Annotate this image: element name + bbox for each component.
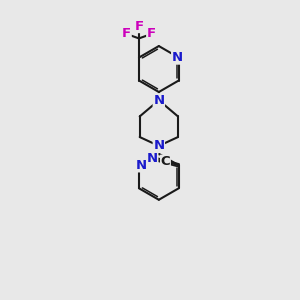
Text: N: N [153, 140, 164, 152]
Text: N: N [147, 152, 158, 165]
Text: F: F [134, 20, 143, 32]
Text: N: N [153, 94, 164, 107]
Text: C: C [160, 155, 170, 168]
Text: F: F [147, 28, 156, 40]
Text: N: N [172, 51, 183, 64]
Text: N: N [136, 159, 147, 172]
Text: F: F [122, 28, 131, 40]
